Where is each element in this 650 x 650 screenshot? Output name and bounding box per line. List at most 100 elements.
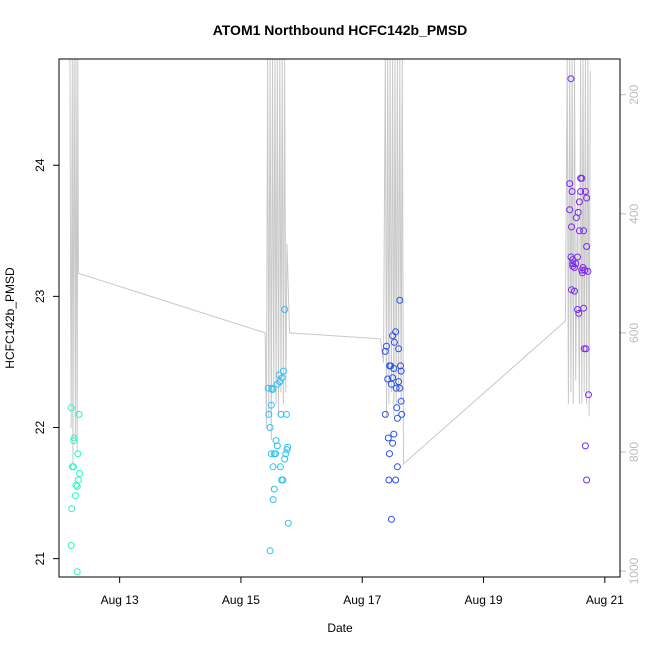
data-point: [385, 476, 393, 484]
x-tick-label: Aug 19: [465, 593, 503, 607]
data-point: [67, 404, 75, 412]
data-point: [383, 342, 390, 350]
plot-frame: [58, 58, 621, 578]
data-point: [585, 391, 592, 399]
data-point: [387, 515, 395, 523]
data-point: [278, 374, 286, 382]
data-point: [266, 424, 274, 431]
chart-title: ATOM1 Northbound HCFC142b_PMSD: [213, 22, 468, 38]
data-point: [568, 223, 575, 231]
x-tick-label: Aug 21: [586, 593, 624, 607]
data-point: [269, 496, 277, 504]
data-point: [270, 485, 278, 493]
data-point: [272, 437, 280, 445]
data-point: [396, 296, 404, 304]
data-point: [571, 264, 578, 271]
data-point: [584, 267, 592, 275]
data-point: [581, 188, 589, 195]
data-point: [393, 414, 401, 422]
y2-tick-label: 1000: [627, 557, 641, 584]
data-point: [281, 455, 289, 463]
data-point: [282, 410, 290, 418]
data-point: [575, 227, 583, 235]
data-points-layer: [67, 75, 592, 576]
data-point: [583, 243, 591, 250]
y2-tick-label: 400: [627, 203, 641, 223]
data-point: [268, 384, 276, 392]
data-point: [397, 367, 405, 375]
x-tick-label: Aug 15: [222, 593, 260, 607]
y2-tick-label: 800: [627, 442, 641, 462]
y-tick-label: 24: [33, 158, 47, 172]
secondary-series-line: [69, 58, 591, 466]
data-point: [398, 410, 406, 418]
data-point: [283, 446, 291, 454]
data-point: [393, 463, 401, 471]
data-point: [387, 380, 395, 388]
data-point: [276, 463, 284, 471]
data-point: [397, 362, 404, 370]
data-point: [386, 450, 393, 458]
y-tick-label: 23: [33, 289, 47, 303]
data-point: [575, 198, 583, 206]
data-point: [71, 492, 79, 500]
data-point: [74, 476, 82, 484]
y2-tick-label: 200: [627, 84, 641, 104]
x-tick-label: Aug 13: [101, 593, 139, 607]
data-point: [284, 519, 292, 527]
data-point: [566, 206, 574, 214]
data-point: [73, 483, 81, 490]
data-point: [397, 397, 405, 405]
data-point: [75, 410, 83, 418]
axes-layer: Aug 13 Aug 15 Aug 17 Aug 19 Aug 21 21 22 23 24 20…: [33, 84, 641, 607]
data-point: [279, 476, 287, 484]
data-point: [578, 174, 586, 182]
data-point: [281, 306, 289, 313]
x-axis-label: Date: [327, 621, 353, 635]
data-point: [574, 253, 581, 261]
data-point: [580, 304, 588, 312]
data-point: [381, 410, 389, 418]
data-point: [74, 450, 82, 458]
data-point: [568, 188, 576, 195]
data-point: [567, 75, 575, 83]
data-point: [264, 384, 272, 392]
data-point: [70, 437, 78, 445]
data-point: [575, 309, 583, 317]
data-point: [393, 404, 401, 412]
data-point: [583, 194, 591, 202]
data-point: [580, 227, 588, 235]
data-point: [572, 260, 580, 268]
data-point: [571, 287, 578, 295]
x-tick-label: Aug 17: [343, 593, 381, 607]
data-point: [395, 378, 403, 386]
data-point: [392, 384, 400, 392]
data-point: [566, 180, 574, 188]
data-point: [577, 188, 585, 195]
data-point: [384, 375, 392, 383]
data-point: [392, 476, 400, 484]
data-point: [76, 469, 84, 477]
data-point: [396, 384, 404, 392]
data-point: [266, 547, 274, 555]
data-point: [267, 450, 275, 458]
data-point: [389, 374, 397, 382]
data-point: [384, 434, 392, 442]
data-point: [277, 410, 285, 418]
data-point: [381, 347, 389, 355]
data-point: [581, 442, 589, 450]
data-point: [70, 434, 78, 442]
data-point: [574, 208, 582, 216]
data-point: [390, 338, 398, 346]
data-point: [581, 266, 589, 274]
data-point: [70, 463, 78, 471]
y-tick-label: 22: [33, 421, 47, 435]
data-point: [73, 568, 81, 576]
data-point: [583, 476, 591, 484]
data-point: [569, 260, 577, 268]
data-point: [282, 450, 290, 458]
y-axis-label: HCFC142b_PMSD: [3, 267, 17, 369]
data-point: [267, 401, 275, 409]
y-tick-label: 21: [33, 552, 47, 566]
